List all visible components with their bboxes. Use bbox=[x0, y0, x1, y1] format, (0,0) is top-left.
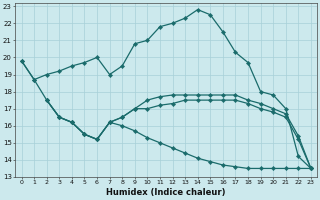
X-axis label: Humidex (Indice chaleur): Humidex (Indice chaleur) bbox=[107, 188, 226, 197]
